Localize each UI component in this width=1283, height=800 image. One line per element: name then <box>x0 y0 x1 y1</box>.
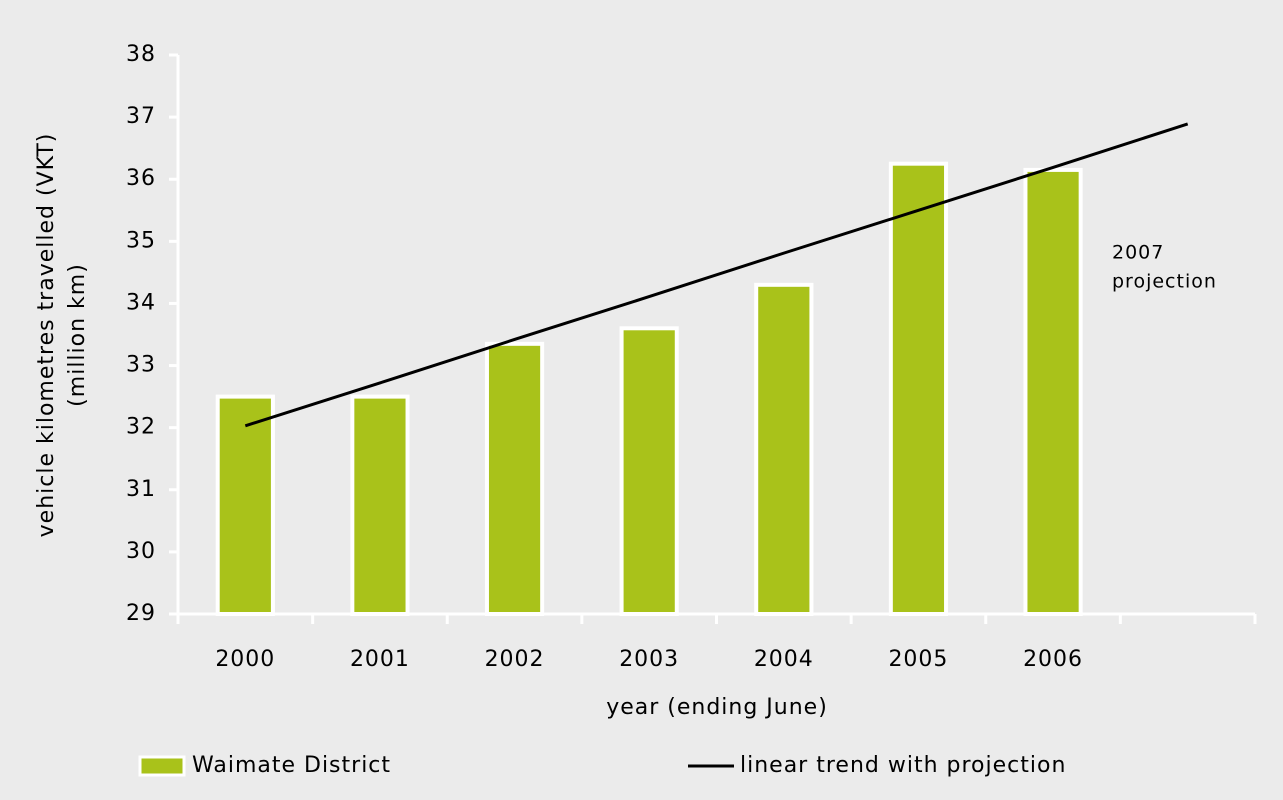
bar <box>350 394 410 616</box>
y-tick-label: 38 <box>126 42 156 67</box>
y-tick-label: 35 <box>126 228 156 253</box>
bar <box>484 341 545 616</box>
legend-label: linear trend with projection <box>740 753 1066 778</box>
x-tick-label: 2003 <box>619 647 679 672</box>
y-tick-label: 36 <box>126 166 156 191</box>
y-tick-label: 34 <box>126 290 156 315</box>
bar <box>888 161 949 616</box>
annotation: 2007 <box>1112 242 1164 264</box>
legend-label: Waimate District <box>192 753 391 778</box>
trend-line <box>244 122 1189 428</box>
legend-swatch <box>138 755 186 777</box>
y-tick-label: 31 <box>126 477 156 502</box>
x-tick-label: 2005 <box>888 647 948 672</box>
bar <box>619 326 679 616</box>
x-tick-label: 2001 <box>350 647 410 672</box>
y-tick-label: 33 <box>126 353 156 378</box>
bar <box>754 282 814 616</box>
y-axis-label: vehicle kilometres travelled (VKT) <box>34 133 59 538</box>
y-tick-label: 32 <box>126 415 156 440</box>
bar <box>215 394 275 616</box>
x-tick-label: 2006 <box>1023 647 1083 672</box>
x-tick-label: 2004 <box>754 647 814 672</box>
annotation: projection <box>1112 271 1217 293</box>
x-tick-label: 2002 <box>485 647 545 672</box>
x-tick-label: 2000 <box>215 647 275 672</box>
x-axis-label: year (ending June) <box>606 695 828 720</box>
y-tick-label: 30 <box>126 539 156 564</box>
y-tick-label: 37 <box>126 104 156 129</box>
y-axis-label: (million km) <box>65 263 90 407</box>
bar <box>1023 167 1083 616</box>
y-tick-label: 29 <box>126 601 156 626</box>
